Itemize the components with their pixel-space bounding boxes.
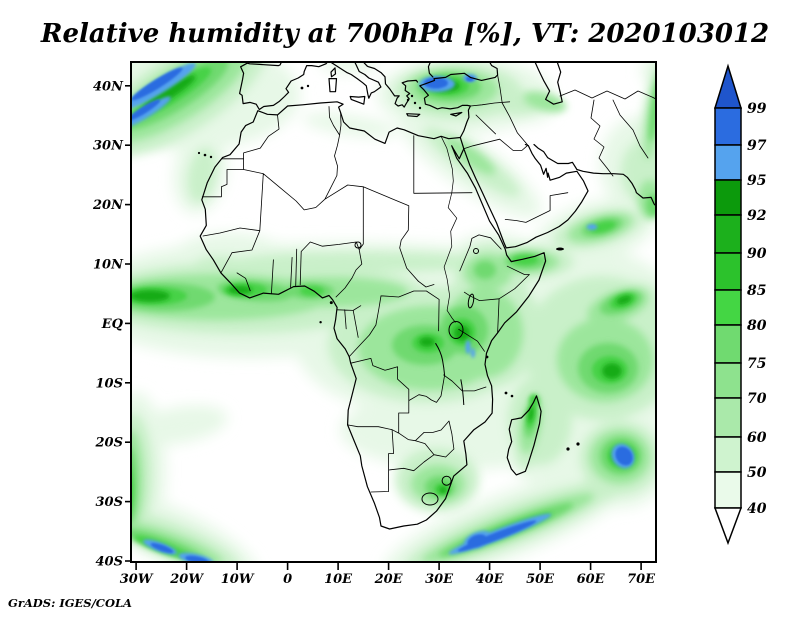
y-axis-tick-label: 40N xyxy=(93,79,124,94)
colorbar-cell xyxy=(714,214,742,254)
lakes xyxy=(354,241,479,506)
lake-tanganyika xyxy=(435,342,446,376)
colorbar-label: 90 xyxy=(747,246,767,262)
y-axis-tick-label: 10N xyxy=(93,258,124,273)
cyprus-coastline xyxy=(450,111,463,117)
x-axis-tick-label: 20W xyxy=(169,572,204,587)
colorbar-arrow-top xyxy=(713,63,743,109)
x-axis-tick-label: 10E xyxy=(324,572,353,587)
colorbar-cell xyxy=(714,324,742,364)
y-axis-tick-label: 20S xyxy=(95,436,123,451)
colorbar-label: 40 xyxy=(747,501,767,517)
y-axis-tick-label: EQ xyxy=(101,317,124,332)
x-axis-tick-label: 50E xyxy=(526,572,555,587)
arabia-coastline xyxy=(463,143,589,249)
colorbar-label: 92 xyxy=(747,208,767,224)
x-axis-tick-label: 10W xyxy=(221,572,255,587)
lake-tana xyxy=(473,248,479,254)
y-axis-tick-label: 30S xyxy=(96,495,123,510)
crete-coastline xyxy=(406,113,421,118)
colorbar-cell xyxy=(714,289,742,326)
y-axis-tick-label: 20N xyxy=(92,198,124,213)
x-axis-tick-label: 40E xyxy=(476,572,505,587)
lake-malawi xyxy=(460,379,465,406)
x-axis-tick-label: 30W xyxy=(120,572,154,587)
colorbar-cell xyxy=(714,144,742,181)
eswatini-border xyxy=(441,475,452,486)
borders-northwest-africa xyxy=(201,106,473,298)
colorbar-cell xyxy=(714,397,742,438)
lake-turkana xyxy=(467,293,475,309)
shading-level-97-99 xyxy=(131,67,633,562)
colorbar-label: 60 xyxy=(747,430,767,446)
nile-river xyxy=(440,136,458,323)
x-axis-tick-label: 0 xyxy=(283,572,292,587)
borders-southern-africa xyxy=(347,358,455,493)
colorbar-label: 70 xyxy=(747,391,767,407)
x-axis-tick-label: 70E xyxy=(627,572,656,587)
x-axis-tick-label: 20E xyxy=(374,572,404,587)
lake-victoria xyxy=(448,321,464,339)
colorbar-label: 95 xyxy=(747,173,766,189)
grads-credit: GrADS: IGES/COLA xyxy=(8,596,132,610)
axes: 30W 20W 10W 0 10E 20E 30E 40E 50E 60E 70E 40N 30N 20N… xyxy=(92,79,656,587)
humidity-shading xyxy=(131,62,656,562)
colorbar-cell xyxy=(714,252,742,291)
colorbar-label: 99 xyxy=(747,101,767,117)
small-islands xyxy=(197,84,580,451)
map-frame xyxy=(130,61,657,563)
borders-middle-east-asia xyxy=(459,74,656,223)
bulgaria-coastline xyxy=(427,62,434,78)
geography xyxy=(197,62,656,530)
sicily-coastline xyxy=(349,95,366,105)
italy-coastline xyxy=(329,62,382,99)
y-axis-tick-label: 40S xyxy=(96,555,123,570)
greece-coastline xyxy=(362,62,419,108)
lake-chad xyxy=(354,241,362,249)
colorbar-label: 75 xyxy=(747,356,766,372)
colorbar-label: 85 xyxy=(747,283,766,299)
y-axis-tick-label: 10S xyxy=(96,376,123,391)
colorbar: 99 97 95 92 90 85 80 75 70 60 50 40 xyxy=(713,63,767,546)
colorbar-cell xyxy=(714,362,742,399)
colorbar-label: 97 xyxy=(747,138,767,154)
y-axis-tick-label: 30N xyxy=(93,139,124,154)
colorbar-arrow-bottom xyxy=(713,507,743,546)
corsica-coastline xyxy=(330,67,337,78)
colorbar-label: 80 xyxy=(747,318,767,334)
plot-title: Relative humidity at 700hPa [%], VT: 202… xyxy=(40,19,769,49)
iran-pakistan-coastline xyxy=(533,143,656,207)
colorbar-cell xyxy=(714,471,742,509)
lesotho-border xyxy=(421,492,439,506)
x-axis-tick-label: 30E xyxy=(425,572,454,587)
sardinia-coastline xyxy=(328,78,338,93)
colorbar-label: 50 xyxy=(747,465,767,481)
colorbar-cell xyxy=(714,107,742,146)
x-axis-tick-label: 60E xyxy=(577,572,606,587)
caspian-sea-outline xyxy=(534,62,563,105)
africa-coastline xyxy=(199,101,547,530)
colorbar-cell xyxy=(714,179,742,216)
madagascar-coastline xyxy=(506,395,542,476)
colorbar-cell xyxy=(714,436,742,473)
iberia-coastline xyxy=(239,62,329,111)
